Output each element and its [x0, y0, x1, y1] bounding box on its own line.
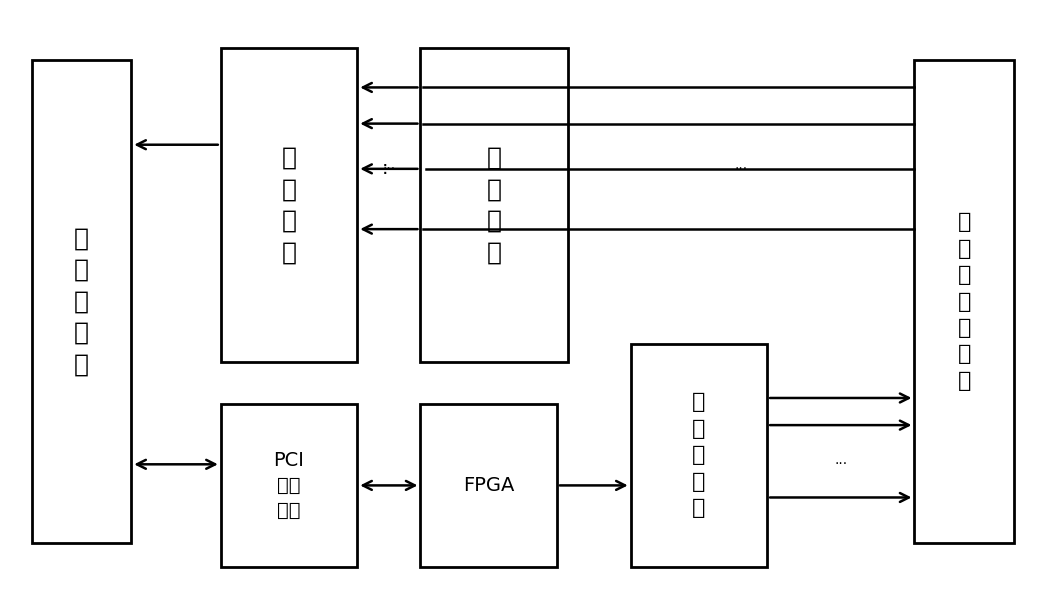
- Bar: [420, 404, 557, 567]
- Text: PCI
驱动
电路: PCI 驱动 电路: [273, 451, 305, 520]
- Bar: [221, 404, 357, 567]
- Text: ···: ···: [834, 457, 847, 472]
- Text: 电
压
采
集: 电 压 采 集: [282, 145, 296, 265]
- Text: 电
压
调
理: 电 压 调 理: [487, 145, 501, 265]
- Bar: [420, 48, 568, 362]
- Bar: [914, 60, 1014, 543]
- Bar: [221, 48, 357, 362]
- Text: ···: ···: [735, 162, 747, 176]
- Text: 计
算
机
系
统: 计 算 机 系 统: [74, 226, 89, 377]
- Text: :: :: [383, 159, 395, 178]
- Bar: [32, 60, 131, 543]
- Text: 数
字
电
位
器: 数 字 电 位 器: [693, 393, 705, 518]
- Bar: [631, 344, 767, 567]
- Text: ···: ···: [383, 162, 395, 176]
- Text: FPGA: FPGA: [463, 476, 514, 495]
- Text: 光
学
遥
感
器
主
体: 光 学 遥 感 器 主 体: [957, 212, 971, 391]
